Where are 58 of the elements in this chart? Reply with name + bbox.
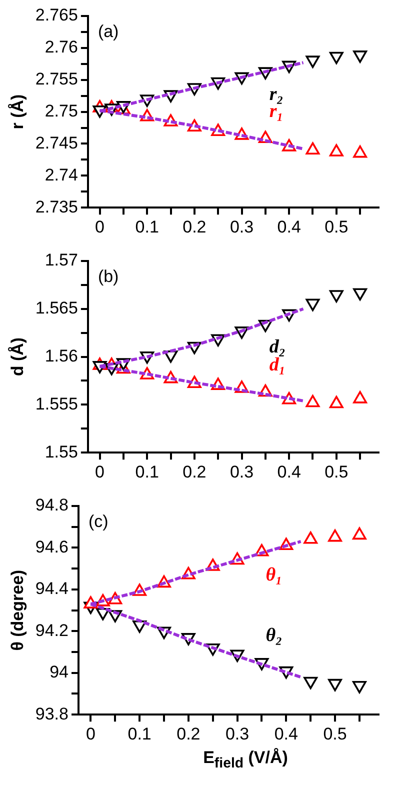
y-axis-title: r (Å) bbox=[8, 94, 27, 130]
x-tick-label: 0.5 bbox=[323, 724, 347, 744]
x-tick-label: 0.1 bbox=[135, 217, 159, 236]
y-tick-label: 2.745 bbox=[35, 133, 78, 152]
y-tick-label: 2.755 bbox=[35, 70, 78, 89]
series-label: θ₁ bbox=[266, 564, 282, 586]
point bbox=[353, 391, 368, 404]
x-tick-label: 0.4 bbox=[274, 724, 298, 744]
point bbox=[304, 676, 318, 690]
x-tick-label: 0.3 bbox=[230, 217, 254, 236]
y-tick-label: 2.76 bbox=[44, 38, 78, 57]
series-label: d₂ bbox=[269, 336, 286, 358]
y-tick-label: 2.74 bbox=[44, 165, 78, 184]
y-axis-title: d (Å) bbox=[8, 337, 27, 376]
x-tick-label: 0 bbox=[95, 217, 105, 236]
y-tick-label: 2.735 bbox=[35, 197, 78, 216]
y-tick-label: 2.765 bbox=[35, 6, 78, 25]
x-axis-title: E$_{field}$ (V/Å) bbox=[202, 748, 289, 772]
x-tick-label: 0.5 bbox=[324, 217, 348, 236]
y-tick-label: 2.75 bbox=[44, 101, 78, 120]
y-axis-title: θ (degree) bbox=[8, 570, 27, 651]
x-tick-label: 0.2 bbox=[176, 724, 200, 744]
point bbox=[328, 678, 342, 692]
y-tick-label: 1.57 bbox=[44, 250, 78, 270]
point bbox=[352, 527, 366, 540]
point bbox=[329, 290, 344, 302]
x-tick-label: 0.3 bbox=[230, 462, 254, 482]
annotation: (b) bbox=[98, 267, 119, 286]
y-tick-label: 1.565 bbox=[35, 298, 78, 318]
point bbox=[353, 288, 368, 301]
y-tick-label: 94.4 bbox=[35, 579, 68, 598]
x-tick-label: 0.5 bbox=[324, 462, 348, 482]
annotation: (c) bbox=[88, 512, 108, 532]
y-tick-label: 1.555 bbox=[35, 394, 78, 414]
point bbox=[306, 394, 320, 408]
point bbox=[328, 529, 342, 542]
point bbox=[304, 531, 318, 544]
x-tick-label: 0 bbox=[86, 724, 96, 744]
x-tick-label: 0.1 bbox=[135, 462, 159, 482]
x-tick-label: 0.4 bbox=[277, 217, 301, 236]
y-tick-label: 94.2 bbox=[35, 620, 68, 640]
point bbox=[329, 396, 344, 408]
x-tick-label: 0.3 bbox=[225, 724, 250, 744]
x-tick-label: 0.1 bbox=[128, 724, 152, 744]
y-tick-label: 94 bbox=[50, 662, 68, 682]
point bbox=[352, 680, 366, 694]
series-label: θ₂ bbox=[266, 624, 282, 646]
x-tick-label: 0.4 bbox=[277, 462, 301, 482]
y-tick-label: 93.8 bbox=[35, 704, 68, 724]
y-tick-label: 1.55 bbox=[44, 442, 78, 462]
x-tick-label: 0 bbox=[95, 462, 105, 482]
x-tick-label: 0.2 bbox=[182, 462, 206, 482]
y-tick-label: 94.8 bbox=[35, 496, 68, 515]
point bbox=[306, 298, 320, 312]
annotation: (a) bbox=[98, 22, 119, 42]
y-tick-label: 94.6 bbox=[35, 537, 68, 556]
x-tick-label: 0.2 bbox=[182, 217, 206, 236]
y-tick-label: 1.56 bbox=[44, 346, 78, 366]
